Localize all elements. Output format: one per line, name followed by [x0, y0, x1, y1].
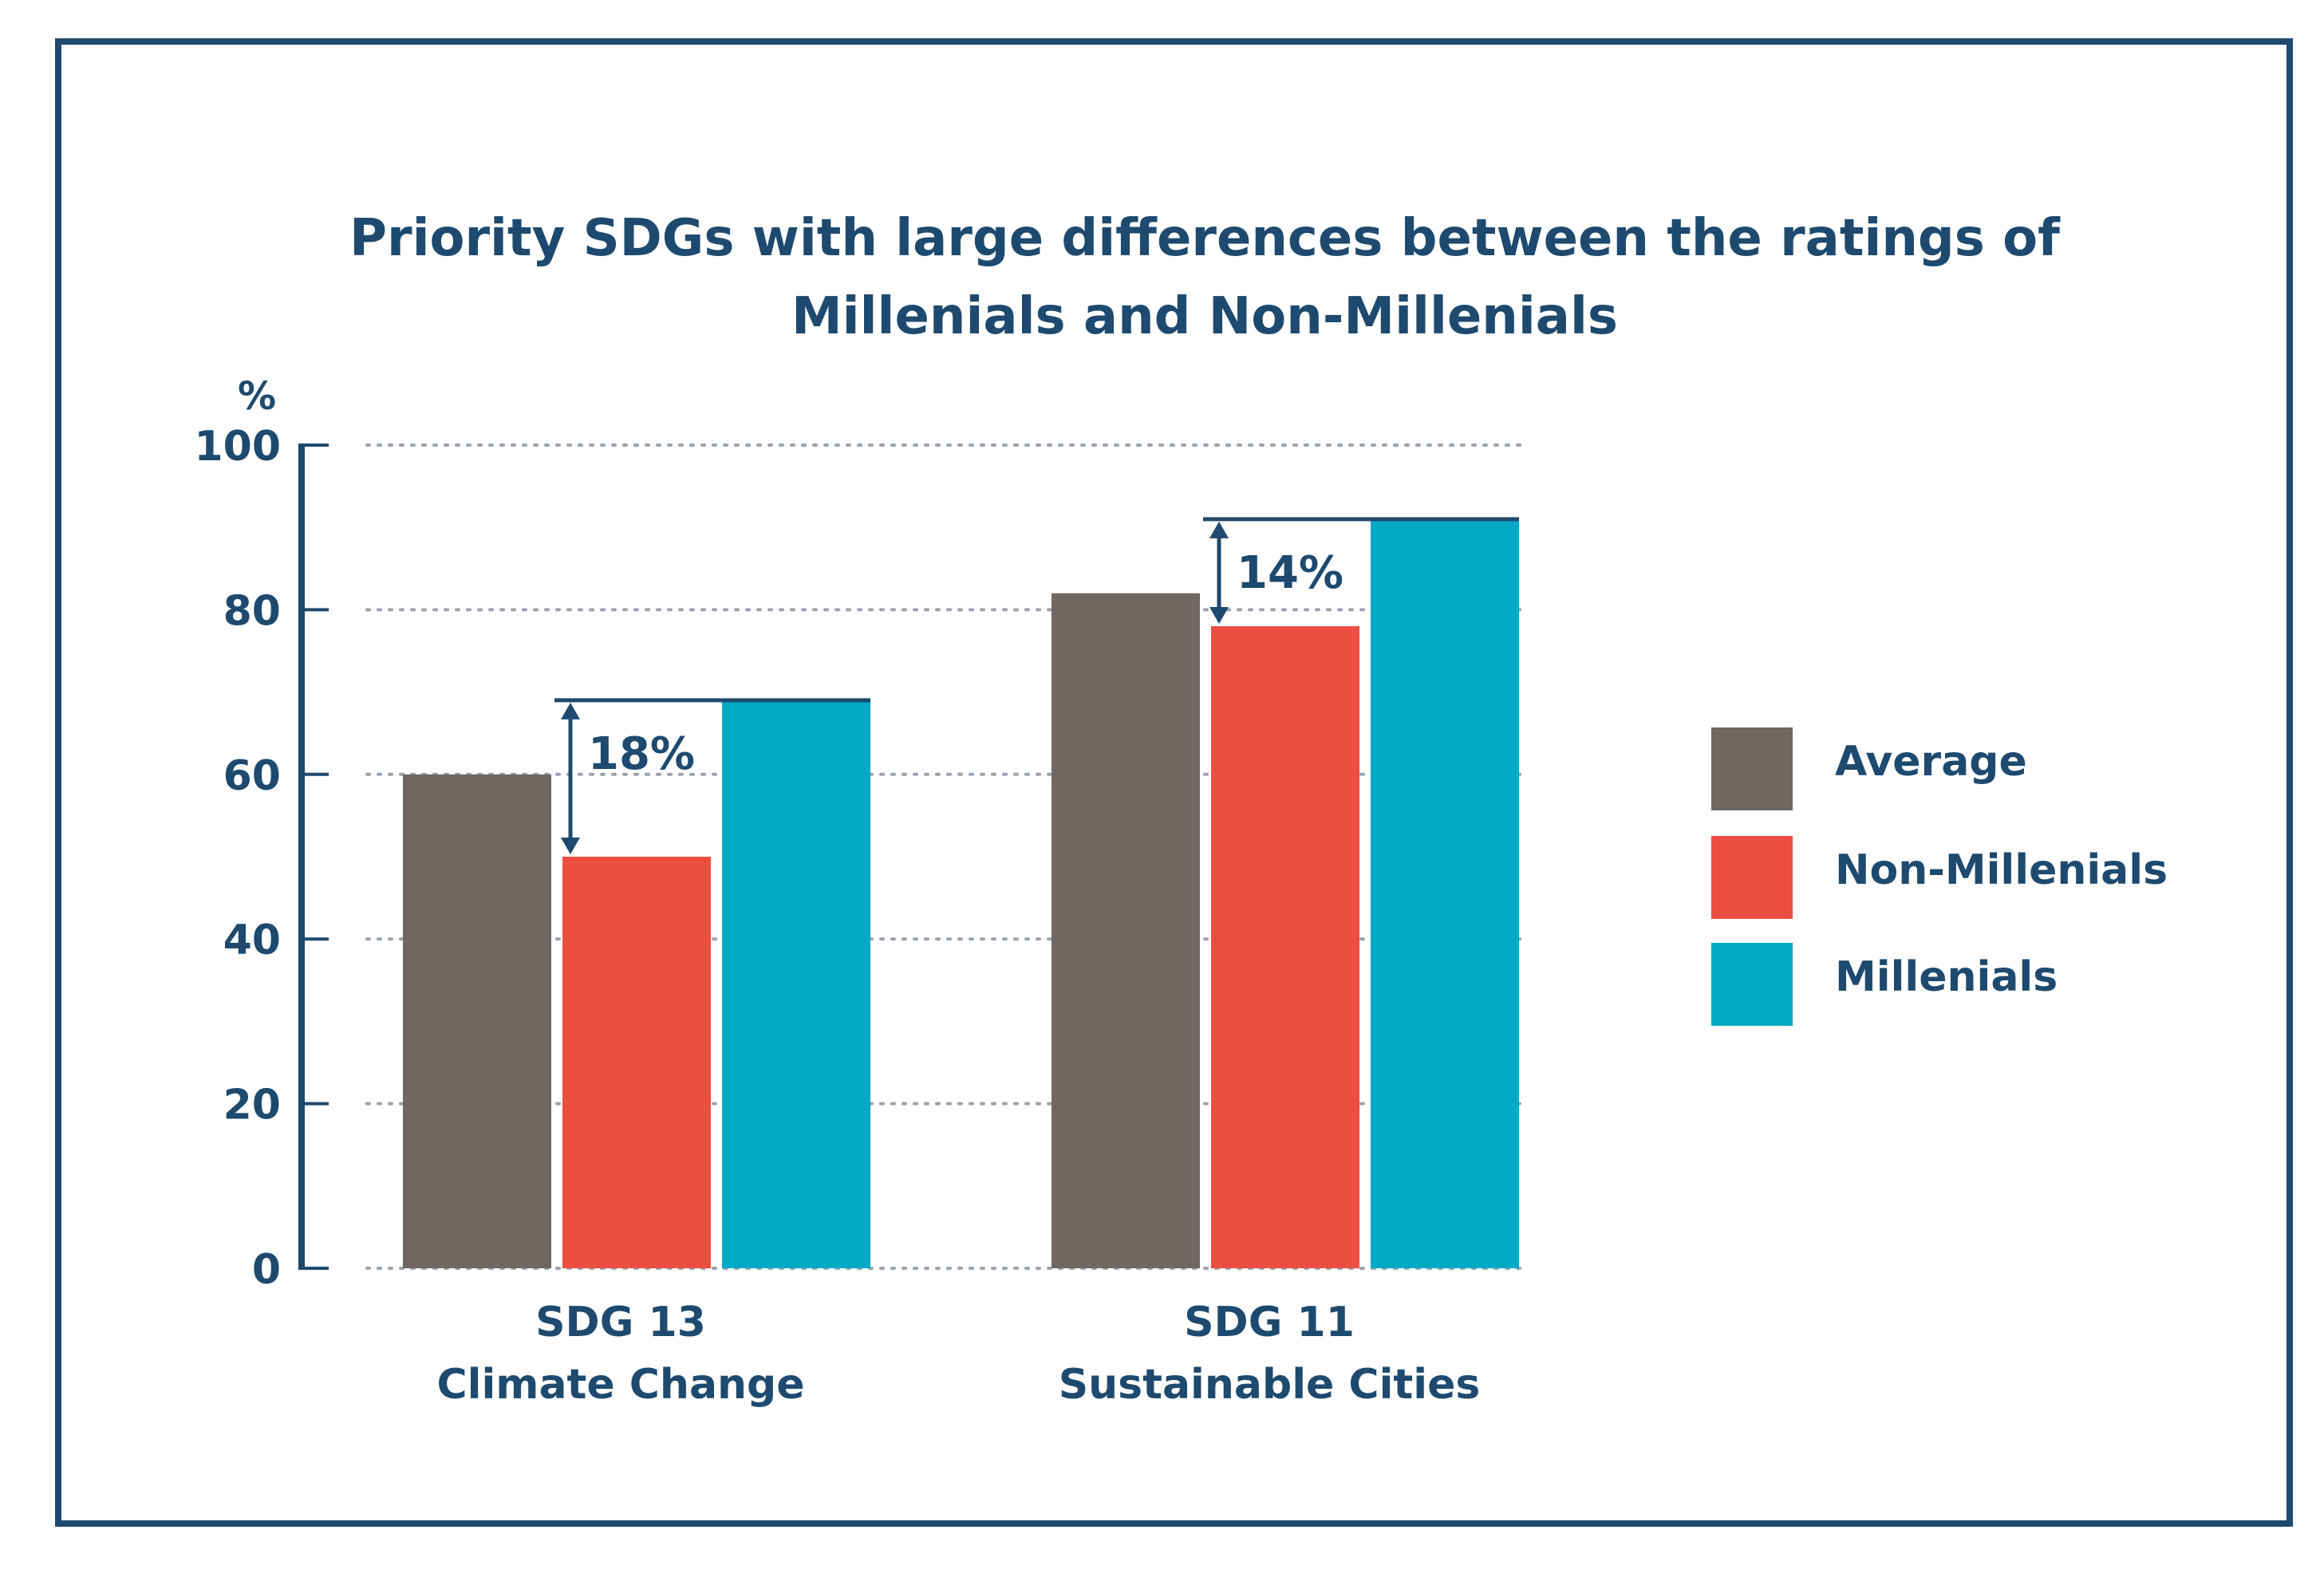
legend-swatch: [1711, 943, 1793, 1026]
x-axis-labels: SDG 13 Climate Change SDG 11 Sustainable Ci…: [436, 1299, 1480, 1409]
annotation-arrowhead-down: [561, 838, 580, 854]
legend: Average Non-Millenials Millenials: [1711, 727, 2168, 1026]
bar: [722, 700, 870, 1268]
difference-annotations: 18% 14%: [554, 517, 1519, 854]
bar: [1052, 593, 1200, 1268]
bar: [562, 857, 711, 1268]
y-tick-label: 20: [223, 1082, 281, 1129]
chart-frame: [55, 38, 2293, 1527]
annotation-arrowhead-down: [1209, 607, 1229, 625]
legend-label: Millenials: [1835, 953, 2058, 1001]
legend-label: Non-Millenials: [1835, 846, 2168, 894]
y-tick-label: 0: [252, 1246, 281, 1294]
x-tick-label-line-1: SDG 13: [535, 1299, 706, 1346]
y-tick-label: 60: [223, 752, 281, 800]
legend-swatch: [1711, 727, 1793, 810]
gridlines: [365, 443, 1529, 1270]
annotation-arrowhead-up: [561, 702, 580, 719]
chart-title-line-2: Millenials and Non-Millenials: [791, 287, 1618, 346]
x-tick-label-line-2: Climate Change: [436, 1361, 804, 1409]
chart-title-line-1: Priority SDGs with large differences bet…: [349, 209, 2061, 268]
bar: [1211, 626, 1359, 1268]
y-tick-label: 100: [194, 423, 281, 471]
x-tick-label-line-2: Sustainable Cities: [1059, 1361, 1481, 1409]
legend-label: Average: [1835, 738, 2027, 786]
bar: [403, 774, 551, 1268]
annotation-label: 14%: [1237, 547, 1344, 599]
legend-swatch: [1711, 836, 1793, 919]
y-axis-unit-label: %: [238, 374, 276, 419]
annotation-label: 18%: [588, 728, 695, 780]
y-tick-label: 80: [223, 587, 281, 635]
annotation-arrowhead-up: [1209, 521, 1229, 538]
bar: [1371, 518, 1519, 1268]
bars: [403, 518, 1519, 1268]
x-tick-label-line-1: SDG 11: [1184, 1299, 1355, 1346]
y-axis: 0 20 40 60 80 100: [194, 423, 329, 1294]
y-tick-label: 40: [223, 917, 281, 964]
